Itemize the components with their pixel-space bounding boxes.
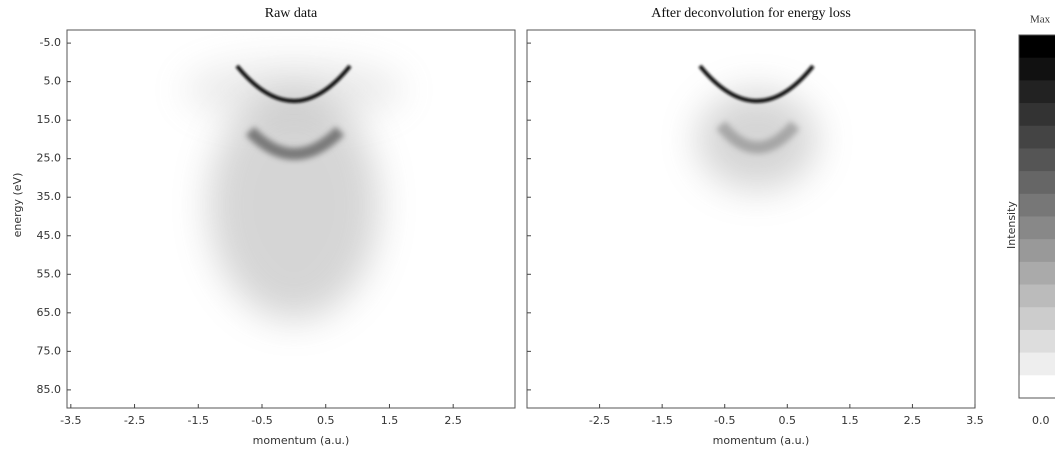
x-tick-label: -1.5 xyxy=(651,414,672,427)
colorbar-frame xyxy=(1018,34,1055,399)
x-tick-label: 1.5 xyxy=(381,414,399,427)
x-axis-label: momentum (a.u.) xyxy=(253,434,350,447)
chart-title: After deconvolution for energy loss xyxy=(651,6,851,21)
colorbar-step xyxy=(1019,261,1055,286)
colorbar-label: Intensity xyxy=(1005,201,1018,249)
y-tick-label: 35.0 xyxy=(37,190,62,203)
intensity-map xyxy=(90,60,500,352)
x-tick-label: 3.5 xyxy=(966,414,984,427)
x-tick-label: -0.5 xyxy=(714,414,735,427)
colorbar-step xyxy=(1019,148,1055,172)
y-tick-label: 55.0 xyxy=(37,267,62,280)
y-tick-label: 5.0 xyxy=(44,75,62,88)
y-tick-label: 45.0 xyxy=(37,229,62,242)
colorbar-step xyxy=(1019,239,1055,263)
x-tick-label: 0.5 xyxy=(317,414,335,427)
colorbar-step xyxy=(1019,80,1055,104)
y-tick-label: 75.0 xyxy=(37,344,62,357)
x-tick-label: -2.5 xyxy=(589,414,610,427)
colorbar-step xyxy=(1019,57,1055,81)
x-tick-label: 2.5 xyxy=(444,414,462,427)
colorbar-step xyxy=(1019,375,1055,399)
colorbar-step xyxy=(1019,193,1055,217)
colorbar-step xyxy=(1019,35,1055,59)
colorbar-step xyxy=(1019,284,1055,308)
colorbar-step xyxy=(1019,171,1055,195)
x-tick-label: 1.5 xyxy=(841,414,859,427)
y-tick-label: 85.0 xyxy=(37,383,62,396)
y-tick-label: 25.0 xyxy=(37,152,62,165)
colorbar-step xyxy=(1019,216,1055,240)
x-tick-label: 0.5 xyxy=(779,414,797,427)
intensity-map xyxy=(543,64,968,352)
chart-title: Raw data xyxy=(265,6,318,21)
y-tick-label: -5.0 xyxy=(40,36,61,49)
x-axis-label: momentum (a.u.) xyxy=(713,434,810,447)
y-tick-label: 15.0 xyxy=(37,113,62,126)
y-axis-label: energy (eV) xyxy=(11,173,24,238)
x-tick-label: 2.5 xyxy=(904,414,922,427)
colorbar-step xyxy=(1019,352,1055,376)
x-tick-label: -1.5 xyxy=(188,414,209,427)
colorbar xyxy=(1019,35,1055,399)
colorbar-step xyxy=(1019,125,1055,149)
x-tick-label: -3.5 xyxy=(60,414,81,427)
colorbar-step xyxy=(1019,329,1055,354)
y-tick-label: 65.0 xyxy=(37,306,62,319)
colorbar-max: Max xyxy=(1030,14,1051,26)
x-tick-label: -0.5 xyxy=(251,414,272,427)
colorbar-step xyxy=(1019,103,1055,127)
colorbar-min: 0.0 xyxy=(1032,414,1050,427)
colorbar-step xyxy=(1019,307,1055,331)
x-tick-label: -2.5 xyxy=(124,414,145,427)
